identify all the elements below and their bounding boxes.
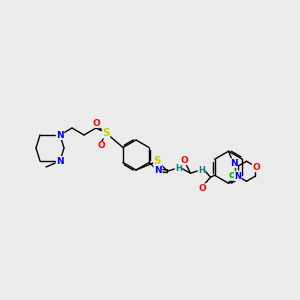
Text: O: O — [97, 142, 105, 151]
Text: N: N — [56, 130, 64, 140]
Text: S: S — [154, 156, 161, 166]
Text: N: N — [230, 159, 237, 168]
Text: H: H — [198, 166, 205, 175]
Text: O: O — [199, 184, 206, 193]
Text: H: H — [175, 164, 182, 173]
Text: S: S — [102, 128, 110, 138]
Text: O: O — [252, 163, 260, 172]
Text: N: N — [234, 172, 241, 181]
Text: N: N — [56, 157, 64, 166]
Text: cl: cl — [229, 170, 238, 180]
Text: O: O — [92, 118, 100, 127]
Text: O: O — [181, 156, 188, 165]
Text: N: N — [154, 166, 162, 175]
